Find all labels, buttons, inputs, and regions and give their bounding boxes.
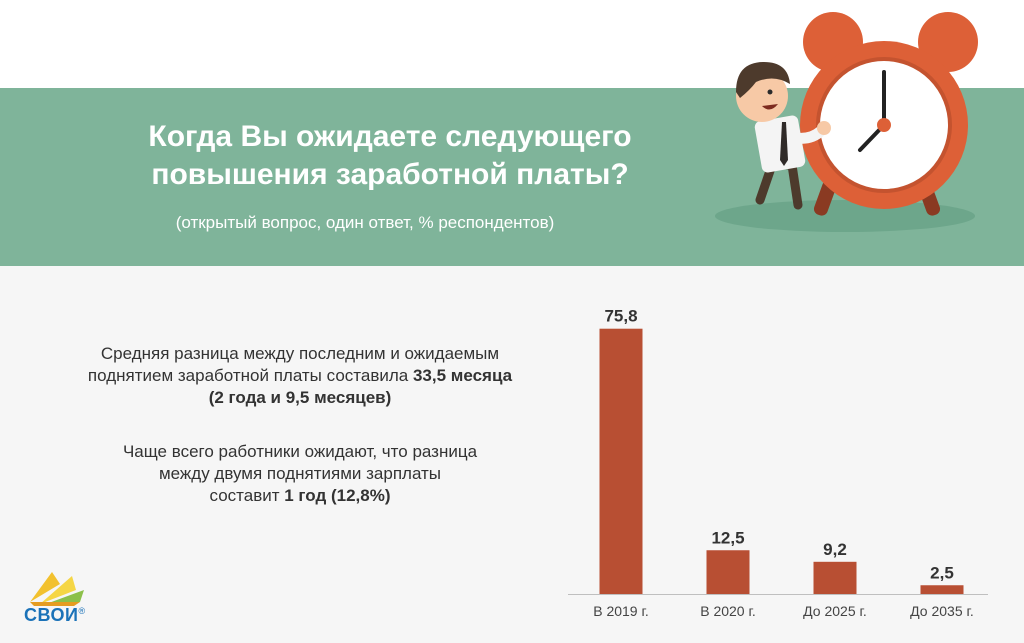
alarm-clock-illustration (715, 12, 978, 232)
clock-center (877, 118, 891, 132)
title-line-2: повышения заработной платы? (151, 158, 629, 191)
note2-line3-bold: 1 год (12,8%) (284, 486, 391, 505)
x-tick-label: До 2035 г. (910, 603, 974, 619)
ground-shadow (715, 200, 975, 232)
note1-line2: поднятием заработной платы составила 33,… (30, 365, 570, 387)
x-tick-label: В 2020 г. (700, 603, 756, 619)
man-hand (817, 121, 831, 135)
logo-name: СВОИ (24, 605, 79, 625)
note2-line3: составит 1 год (12,8%) (30, 485, 570, 507)
note1-line3: (2 года и 9,5 месяцев) (208, 388, 392, 407)
note2-line1: Чаще всего работники ожидают, что разниц… (122, 442, 478, 461)
most-common-interval-note: Чаще всего работники ожидают, что разниц… (30, 441, 570, 507)
note1-line2-bold: 33,5 месяца (412, 366, 513, 385)
man-eye (767, 89, 773, 95)
bar (599, 328, 643, 594)
man-mouth (762, 104, 778, 110)
bar (813, 561, 857, 594)
chart-title: Когда Вы ожидаете следующего повышения з… (60, 118, 720, 194)
note1-line2-text: поднятием заработной платы составила (87, 366, 413, 385)
title-line-1: Когда Вы ожидаете следующего (148, 120, 632, 153)
chart-subtitle: (открытый вопрос, один ответ, % респонде… (175, 213, 555, 232)
bar-value-label: 75,8 (604, 307, 637, 326)
bar-value-label: 2,5 (930, 563, 954, 582)
bar-value-label: 12,5 (711, 528, 744, 547)
svoi-logo-icon (30, 572, 84, 606)
bar (706, 550, 750, 594)
average-interval-note: Средняя разница между последним и ожидае… (30, 343, 570, 409)
man-tie (780, 122, 788, 166)
note1-line1: Средняя разница между последним и ожидае… (100, 344, 500, 363)
note2-line2: между двумя поднятиями зарплаты (158, 464, 442, 483)
x-tick-label: До 2025 г. (803, 603, 867, 619)
logo-registered-mark: ® (78, 606, 86, 616)
man-body (754, 115, 806, 173)
bar (920, 585, 964, 594)
note2-line3-text: составит (209, 486, 285, 505)
logo-text: СВОИ® (24, 605, 86, 626)
bar-value-label: 9,2 (823, 540, 847, 559)
x-tick-label: В 2019 г. (593, 603, 649, 619)
bar-chart: 75,8 В 2019 г. 12,5 В 2020 г. 9,2 До 2025 г. 2… (568, 307, 988, 619)
man-hair (736, 62, 790, 98)
